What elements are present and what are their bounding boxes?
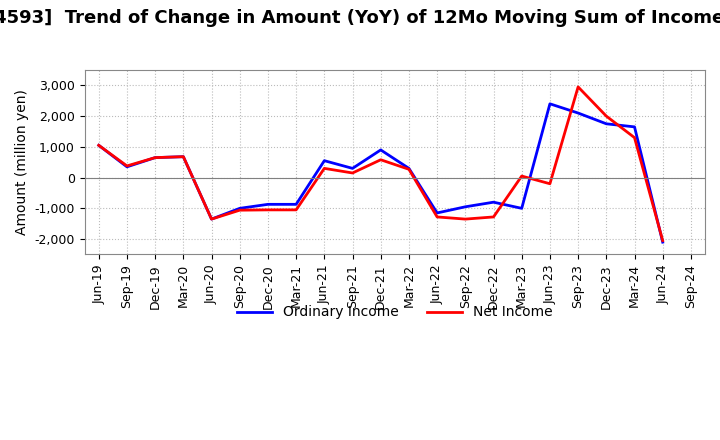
Ordinary Income — [94, 143, 103, 148]
Net Income — [405, 167, 413, 172]
Net Income — [433, 214, 441, 220]
Ordinary Income — [122, 164, 131, 169]
Ordinary Income — [348, 166, 357, 171]
Net Income — [235, 208, 244, 213]
Text: [4593]  Trend of Change in Amount (YoY) of 12Mo Moving Sum of Incomes: [4593] Trend of Change in Amount (YoY) o… — [0, 9, 720, 27]
Net Income — [292, 207, 300, 213]
Net Income — [602, 114, 611, 119]
Ordinary Income — [179, 154, 188, 159]
Legend: Ordinary Income, Net Income: Ordinary Income, Net Income — [232, 300, 558, 325]
Ordinary Income — [433, 210, 441, 216]
Ordinary Income — [207, 216, 216, 222]
Ordinary Income — [292, 202, 300, 207]
Net Income — [264, 207, 272, 213]
Line: Net Income: Net Income — [99, 87, 662, 241]
Net Income — [546, 181, 554, 187]
Net Income — [377, 157, 385, 162]
Net Income — [658, 238, 667, 243]
Net Income — [461, 216, 469, 222]
Net Income — [122, 163, 131, 169]
Net Income — [574, 84, 582, 90]
Ordinary Income — [461, 204, 469, 209]
Ordinary Income — [264, 202, 272, 207]
Y-axis label: Amount (million yen): Amount (million yen) — [15, 89, 29, 235]
Ordinary Income — [574, 110, 582, 116]
Ordinary Income — [405, 166, 413, 171]
Ordinary Income — [546, 101, 554, 106]
Net Income — [179, 154, 188, 159]
Ordinary Income — [658, 239, 667, 245]
Ordinary Income — [377, 147, 385, 153]
Net Income — [518, 173, 526, 179]
Ordinary Income — [602, 121, 611, 126]
Ordinary Income — [630, 124, 639, 129]
Net Income — [630, 135, 639, 140]
Ordinary Income — [518, 205, 526, 211]
Ordinary Income — [150, 155, 159, 160]
Net Income — [320, 166, 328, 171]
Ordinary Income — [489, 200, 498, 205]
Net Income — [207, 216, 216, 222]
Net Income — [94, 143, 103, 148]
Ordinary Income — [320, 158, 328, 163]
Net Income — [348, 170, 357, 176]
Net Income — [150, 155, 159, 160]
Line: Ordinary Income: Ordinary Income — [99, 104, 662, 242]
Net Income — [489, 214, 498, 220]
Ordinary Income — [235, 205, 244, 211]
